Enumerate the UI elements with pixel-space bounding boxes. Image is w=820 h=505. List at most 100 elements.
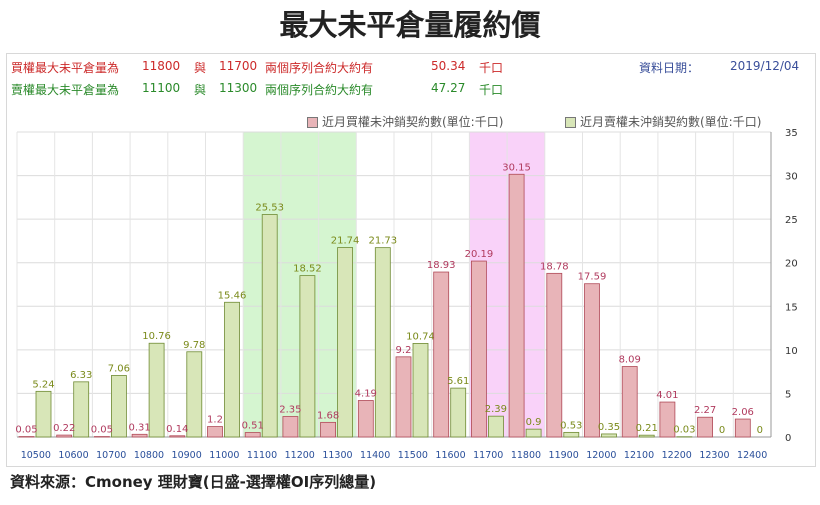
call-bar — [546, 272, 563, 438]
x-tick-label: 11200 — [285, 450, 315, 461]
put-unit: 千口 — [479, 83, 504, 97]
call-bar — [56, 434, 73, 438]
x-tick-label: 12400 — [737, 450, 767, 461]
y-tick-label: 35 — [785, 128, 798, 139]
put-bar — [111, 375, 127, 438]
call-bar — [508, 173, 525, 438]
x-tick-label: 11600 — [435, 450, 465, 461]
x-tick-label: 12300 — [699, 450, 729, 461]
legend-put-swatch — [565, 117, 576, 128]
put-bar — [35, 390, 52, 438]
put-data-label: 0 — [757, 425, 763, 436]
x-tick-label: 12000 — [586, 450, 616, 461]
put-strike-a: 11100 — [142, 81, 181, 95]
x-tick-label: 11500 — [398, 450, 428, 461]
put-data-label: 0.21 — [636, 423, 658, 434]
put-bar — [261, 214, 278, 438]
x-tick-label: 11900 — [549, 450, 579, 461]
call-data-label: 2.06 — [732, 407, 754, 418]
put-bar — [224, 301, 240, 438]
y-tick-label: 10 — [785, 346, 798, 357]
call-bar — [659, 401, 676, 438]
put-sep: 與 — [194, 83, 207, 97]
call-value: 50.34 — [431, 59, 466, 73]
call-data-label: 9.2 — [396, 345, 412, 356]
put-strike-b: 11300 — [219, 81, 258, 95]
put-data-label: 0 — [719, 425, 725, 436]
put-data-label: 25.53 — [255, 203, 284, 214]
put-bar — [412, 343, 429, 438]
put-bar — [299, 275, 316, 438]
y-tick-label: 30 — [785, 172, 798, 183]
put-data-label: 5.24 — [32, 379, 54, 390]
put-data-label: 21.73 — [368, 236, 397, 247]
page-title: 最大未平倉量履約價 — [279, 8, 541, 42]
put-data-label: 6.33 — [70, 370, 92, 381]
put-bar — [148, 342, 165, 438]
x-tick-label: 12200 — [662, 450, 692, 461]
x-tick-label: 11300 — [322, 450, 352, 461]
call-sep: 與 — [194, 61, 207, 75]
put-data-label: 10.74 — [406, 331, 435, 342]
y-tick-label: 15 — [785, 302, 798, 313]
source-footer: 資料來源：Cmoney 理財寶(日盛-選擇權OI序列總量) — [10, 473, 377, 491]
legend-call-label: 近月買權未沖銷契約數(單位:千口) — [322, 115, 504, 129]
legend-call: 近月買權未沖銷契約數(單位:千口) — [307, 113, 503, 130]
put-data-label: 7.06 — [108, 363, 130, 374]
put-data-label: 21.74 — [331, 236, 360, 247]
y-tick-label: 5 — [785, 389, 791, 400]
call-data-label: 18.78 — [540, 261, 569, 272]
legend-put: 近月賣權未沖銷契約數(單位:千口) — [565, 113, 761, 130]
call-data-label: 17.59 — [578, 272, 607, 283]
call-data-label: 30.15 — [502, 162, 531, 173]
put-data-label: 0.35 — [598, 422, 620, 433]
x-tick-label: 10700 — [96, 450, 126, 461]
put-data-label: 0.03 — [673, 425, 695, 436]
call-data-label: 1.68 — [317, 410, 339, 421]
call-data-label: 4.19 — [355, 388, 377, 399]
put-bar — [487, 415, 504, 438]
y-tick-label: 0 — [785, 433, 791, 444]
put-bar — [525, 428, 542, 438]
call-bar — [621, 366, 638, 438]
x-tick-label: 10600 — [58, 450, 88, 461]
call-bar — [320, 421, 337, 438]
put-bar — [638, 434, 655, 438]
call-bar — [244, 432, 261, 438]
x-tick-label: 11800 — [511, 450, 541, 461]
call-info-label: 買權最大未平倉量為 — [11, 61, 120, 75]
x-tick-label: 10800 — [134, 450, 164, 461]
x-tick-label: 11100 — [247, 450, 277, 461]
call-bar — [395, 356, 412, 438]
put-bar — [563, 431, 580, 438]
call-bar — [470, 260, 487, 438]
call-data-label: 2.27 — [694, 405, 716, 416]
legend-put-label: 近月賣權未沖銷契約數(單位:千口) — [580, 115, 762, 129]
call-data-label: 2.35 — [279, 405, 301, 416]
oi-bar-chart: 0 5 10 15 20 25 30 35 0.05 5.24 10500 0.22 6.33 10600… — [15, 128, 798, 461]
call-bar — [584, 283, 600, 438]
call-bar — [697, 416, 713, 438]
call-data-label: 1.2 — [207, 415, 223, 426]
put-data-label: 2.39 — [485, 404, 507, 415]
call-data-label: 20.19 — [465, 249, 494, 260]
legend-call-swatch — [307, 117, 318, 128]
call-data-label: 18.93 — [427, 260, 456, 271]
call-data-label: 0.51 — [242, 421, 264, 432]
call-data-label: 0.31 — [128, 422, 150, 433]
y-tick-label: 20 — [785, 259, 798, 270]
call-unit: 千口 — [479, 61, 504, 75]
put-data-label: 0.53 — [560, 420, 582, 431]
call-bar — [357, 400, 374, 438]
x-tick-label: 11400 — [360, 450, 390, 461]
put-bar — [186, 351, 203, 438]
put-data-label: 9.78 — [183, 340, 205, 351]
call-strike-b: 11700 — [219, 59, 258, 73]
date-label: 資料日期： — [639, 61, 700, 75]
put-value: 47.27 — [431, 81, 466, 95]
put-bar — [337, 247, 354, 438]
x-tick-label: 11700 — [473, 450, 503, 461]
call-data-label: 0.05 — [15, 425, 37, 436]
call-bar — [207, 426, 223, 438]
put-data-label: 10.76 — [142, 331, 171, 342]
